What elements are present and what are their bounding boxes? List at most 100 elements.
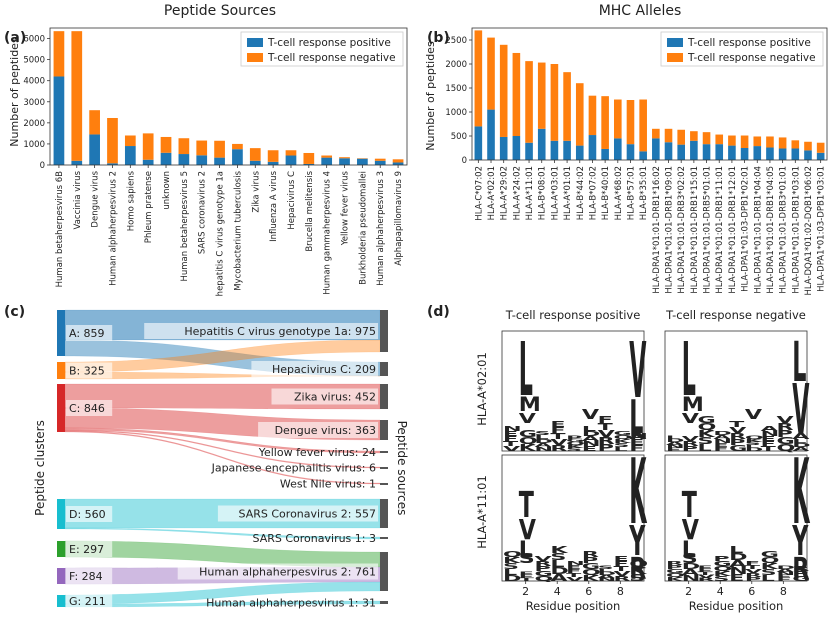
bar-positive <box>357 158 368 165</box>
x-tick-label: HLA-A*29:02 <box>500 166 510 220</box>
bar-negative <box>766 136 774 148</box>
bar-positive <box>791 148 800 160</box>
logo-letter: G <box>535 570 553 578</box>
logo-letter: D <box>792 442 810 448</box>
bar-negative <box>285 150 297 156</box>
logo-letter: E <box>550 419 565 429</box>
logo-letter: R <box>550 443 567 453</box>
logo-letter: Q <box>566 441 585 446</box>
bar-positive <box>677 144 685 160</box>
bar-positive <box>107 163 118 165</box>
logo-letter: S <box>761 567 777 577</box>
logo-letter: V <box>503 445 521 453</box>
y-tick-label: 1000 <box>445 108 467 118</box>
x-tick-label: HLA-B*44:02 <box>576 166 586 220</box>
bar-positive <box>614 138 622 160</box>
bar-negative <box>550 64 559 141</box>
logo-letter: V <box>519 514 537 546</box>
logo-letter: S <box>629 573 645 584</box>
x-tick-label: Human alphaherpesvirus 3 <box>376 171 386 286</box>
bar-negative <box>690 131 698 141</box>
logo-letter: V <box>698 574 716 579</box>
logo-xlabel-right: Residue position <box>689 599 784 613</box>
bar-negative <box>702 132 711 145</box>
bar-negative <box>474 30 483 127</box>
bar-negative <box>214 140 225 158</box>
bar-negative <box>124 135 136 147</box>
logo-letter: T <box>519 577 534 582</box>
sankey-label-bg <box>66 362 113 379</box>
logo-letter: F <box>550 425 565 435</box>
logo-letter: A <box>776 568 794 573</box>
sankey-node-g <box>57 595 65 607</box>
logo-letter: L <box>582 425 597 433</box>
logo-letter: Q <box>629 559 648 570</box>
sankey-target-node <box>380 451 388 453</box>
logo-frame <box>664 454 808 582</box>
logo-letter: N <box>598 577 617 582</box>
logo-letter: K <box>666 576 685 582</box>
logo-x-tick-label: 4 <box>554 585 561 598</box>
logo-letter: Q <box>713 565 732 573</box>
sankey-right-axis-title: Peptide sources <box>395 421 409 516</box>
bar-negative <box>715 134 724 145</box>
sankey-target-node <box>380 420 388 440</box>
logo-letter: P <box>745 576 761 582</box>
sankey-target-label: Dengue virus: 363 <box>275 424 376 437</box>
bar-positive <box>550 140 559 160</box>
logo-letter: S <box>598 565 614 570</box>
x-tick-label: Yellow fever virus <box>341 170 351 246</box>
y-tick-label: 2000 <box>445 60 467 70</box>
sankey-target-label: SARS Coronavirus 2: 557 <box>239 508 376 521</box>
logo-letter: V <box>682 411 700 427</box>
x-tick-label: HLA-DRA1*01:01-DRB1*12:01 <box>728 166 738 294</box>
logo-letter: T <box>698 571 713 576</box>
bar-positive <box>142 159 154 165</box>
panel-c-label: (c) <box>4 304 25 320</box>
panel-a-peptide-sources: (a) Peptide Sources Number of peptides 0… <box>4 3 408 296</box>
logo-letter: K <box>629 439 647 545</box>
x-tick-label: HLA-DRA1*01:01-DRB3*02:02 <box>677 166 687 294</box>
bar-positive <box>339 158 350 165</box>
logo-letter: N <box>503 425 522 433</box>
logo-col-title-positive: T-cell response positive <box>505 308 641 322</box>
logo-letter: G <box>613 430 631 436</box>
logo-letter: T <box>566 572 581 578</box>
bar-positive <box>303 163 315 165</box>
sankey-target-node <box>380 310 388 352</box>
bar-positive <box>626 144 635 160</box>
logo-letter: P <box>598 443 614 454</box>
panel-c-sankey: (c) Peptide clusters Peptide sources A: … <box>4 304 409 610</box>
logo-letter: K <box>613 438 632 444</box>
bar-negative <box>178 138 190 155</box>
logo-letter: K <box>713 570 732 578</box>
logo-letter: V <box>550 437 567 447</box>
logo-letter: G <box>761 549 779 559</box>
x-tick-label: HLA-DRA1*01:01-DRB1*04:05 <box>766 166 776 294</box>
logo-letter: M <box>682 393 704 415</box>
logo-frame <box>664 330 808 452</box>
logo-letter: K <box>698 429 716 440</box>
logo-letter: T <box>745 564 760 570</box>
x-tick-label: HLA-A*03:01 <box>550 166 560 220</box>
x-tick-label: Vaccinia virus <box>73 170 83 229</box>
sankey-target-label: Human alphaherpesvirus 1: 31 <box>206 597 376 610</box>
logo-letter: D <box>503 573 522 583</box>
sankey-target-label: Hepatitis C virus genotype 1a: 975 <box>184 325 376 338</box>
logo-letter: R <box>629 552 646 587</box>
logo-letter: K <box>550 545 568 556</box>
logo-letter: V <box>629 328 646 416</box>
bar-negative <box>303 152 315 164</box>
bar-negative <box>71 31 83 161</box>
logo-letter: S <box>566 447 582 452</box>
logo-letter: V <box>566 576 584 582</box>
x-tick-label: Alphapapillomavirus 9 <box>394 171 404 266</box>
sankey-source-label: E: 297 <box>69 543 104 556</box>
logo-letter: R <box>613 575 631 583</box>
bar-positive <box>575 145 584 160</box>
x-tick-label: HLA-B*57:01 <box>626 166 636 220</box>
logo-letter: D <box>682 561 701 571</box>
y-tick-label: 6000 <box>23 35 45 45</box>
bar-positive <box>124 146 136 165</box>
logo-letter: N <box>535 446 554 452</box>
